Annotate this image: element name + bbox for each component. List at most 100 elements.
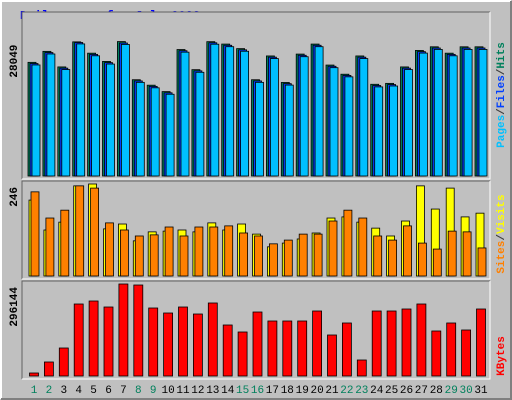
bar (149, 234, 159, 277)
bar (299, 56, 309, 177)
bar (404, 69, 413, 177)
bar (178, 306, 188, 377)
bar (194, 226, 204, 277)
bar (45, 217, 55, 277)
bar (344, 76, 354, 177)
bar (283, 239, 293, 277)
bar (446, 322, 457, 377)
bar (30, 191, 40, 277)
bar (29, 372, 39, 377)
bar (135, 81, 145, 177)
bar (282, 320, 293, 377)
bar (403, 225, 412, 277)
bar (209, 226, 219, 277)
bar (195, 71, 205, 177)
legend-separator: / (496, 108, 508, 115)
legend-entry: Hits (496, 42, 508, 68)
bar (239, 232, 249, 277)
bar (105, 222, 114, 277)
bar (224, 225, 234, 277)
x-tick-label: 5 (90, 385, 97, 397)
bar (90, 187, 99, 277)
x-tick-label: 27 (415, 385, 428, 397)
bar (341, 322, 352, 377)
bar (252, 311, 263, 377)
bar (269, 58, 279, 177)
bar (148, 307, 159, 377)
x-tick-label: 6 (105, 385, 112, 397)
y-tick-label: 246 (9, 187, 21, 207)
bar (106, 63, 115, 177)
bar (121, 44, 130, 177)
bar (75, 185, 85, 277)
bar (329, 67, 339, 177)
x-tick-label: 21 (325, 385, 339, 397)
x-tick-label: 8 (135, 385, 142, 397)
bar (463, 49, 473, 177)
bar (60, 209, 70, 277)
bar (255, 81, 264, 177)
x-tick-label: 7 (120, 385, 127, 397)
bar (222, 324, 233, 377)
x-tick-label: 31 (474, 385, 488, 397)
x-tick-label: 10 (161, 385, 174, 397)
bar (462, 231, 472, 277)
bar (165, 93, 175, 177)
bar (254, 235, 263, 277)
bar (134, 235, 144, 277)
bar (192, 313, 203, 377)
x-tick-label: 12 (191, 385, 204, 397)
bar (180, 51, 190, 177)
bar (58, 347, 69, 377)
legend-entry: Visits (496, 194, 508, 234)
bar (461, 329, 472, 377)
bar (371, 310, 382, 377)
bar (163, 312, 174, 377)
y-tick-label: 28049 (9, 45, 21, 78)
bar (328, 220, 338, 277)
bar (76, 43, 86, 177)
x-tick-label: 4 (75, 385, 82, 397)
bar (44, 361, 54, 377)
plot-border-dark (21, 11, 490, 179)
x-tick-label: 3 (60, 385, 67, 397)
bar (179, 235, 189, 277)
x-tick-label: 11 (176, 385, 190, 397)
bar (150, 87, 160, 177)
x-tick-label: 30 (459, 385, 472, 397)
legend-separator: / (496, 234, 508, 241)
x-tick-label: 29 (445, 385, 458, 397)
bar (207, 302, 218, 377)
bar (91, 55, 100, 177)
bar (164, 226, 174, 277)
bar (418, 52, 428, 177)
plot-border-dark (21, 280, 490, 379)
bar (46, 53, 56, 177)
legend-entry: Pages (496, 115, 508, 148)
x-tick-label: 18 (281, 385, 294, 397)
bar (386, 310, 397, 377)
bar (118, 283, 129, 377)
plot-border-light (22, 181, 491, 280)
bar (359, 58, 369, 177)
x-tick-label: 28 (430, 385, 443, 397)
bar (225, 46, 235, 177)
bar (240, 50, 250, 177)
bar (314, 46, 324, 177)
bar (237, 331, 248, 377)
x-tick-label: 26 (400, 385, 413, 397)
x-tick-label: 16 (251, 385, 264, 397)
bar (327, 334, 337, 377)
bar (103, 306, 114, 377)
bar (297, 320, 308, 377)
legend: Sites/Visits (496, 194, 508, 273)
bar (477, 247, 487, 277)
legend-entry: Sites (496, 241, 508, 274)
y-tick-label: 296144 (9, 287, 21, 327)
bar (478, 49, 488, 177)
legend-separator: / (496, 68, 508, 75)
bar (120, 229, 129, 277)
